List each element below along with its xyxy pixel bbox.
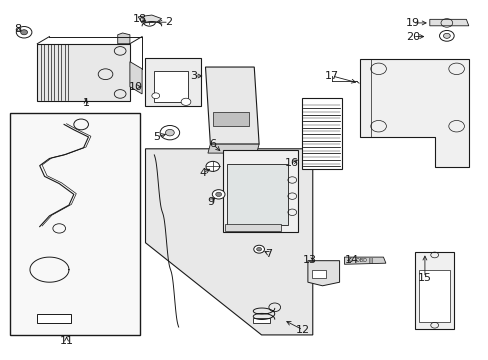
Polygon shape: [130, 62, 142, 94]
Text: 1: 1: [82, 98, 89, 108]
Text: 13: 13: [303, 255, 317, 265]
Text: 7: 7: [265, 248, 272, 258]
Circle shape: [215, 192, 221, 197]
Polygon shape: [344, 257, 385, 264]
Polygon shape: [118, 33, 130, 44]
Bar: [414, 252, 453, 329]
Bar: [154, 71, 188, 102]
Polygon shape: [359, 59, 468, 167]
Circle shape: [143, 17, 156, 26]
Circle shape: [253, 245, 264, 253]
Text: 19: 19: [405, 18, 419, 28]
Bar: [212, 112, 249, 126]
Polygon shape: [307, 261, 339, 286]
Circle shape: [181, 98, 190, 105]
Text: OBD |||: OBD |||: [355, 258, 373, 264]
Circle shape: [443, 33, 449, 39]
Bar: [418, 270, 449, 321]
Bar: [144, 58, 200, 107]
Bar: [227, 164, 288, 225]
Text: 17: 17: [325, 71, 339, 81]
Text: 15: 15: [417, 273, 431, 283]
Text: 16: 16: [284, 158, 298, 168]
Circle shape: [212, 190, 224, 199]
Text: 11: 11: [60, 336, 73, 346]
Text: 12: 12: [295, 325, 309, 335]
Bar: [252, 318, 270, 323]
Circle shape: [20, 30, 27, 35]
Bar: [37, 44, 130, 101]
Polygon shape: [429, 19, 468, 26]
Circle shape: [205, 161, 219, 171]
Text: 20: 20: [405, 32, 419, 41]
Text: 14: 14: [344, 255, 358, 265]
Bar: [311, 270, 326, 278]
Circle shape: [439, 31, 453, 41]
Circle shape: [16, 27, 32, 38]
Bar: [10, 113, 140, 335]
Polygon shape: [37, 315, 71, 323]
Text: 10: 10: [129, 82, 143, 92]
Text: 8: 8: [14, 24, 21, 35]
Circle shape: [256, 247, 261, 251]
Polygon shape: [222, 149, 298, 232]
Bar: [224, 224, 281, 231]
Bar: [301, 98, 341, 169]
Text: 9: 9: [206, 197, 213, 207]
Text: 5: 5: [153, 132, 160, 142]
Polygon shape: [207, 144, 259, 153]
Circle shape: [160, 126, 179, 140]
Circle shape: [165, 130, 174, 136]
Text: 3: 3: [189, 71, 196, 81]
Text: 2: 2: [165, 17, 172, 27]
Polygon shape: [138, 15, 161, 23]
Circle shape: [152, 93, 159, 99]
Text: 6: 6: [209, 139, 216, 149]
Text: 18: 18: [132, 14, 146, 24]
Polygon shape: [145, 149, 312, 335]
Polygon shape: [205, 67, 259, 144]
Text: 4: 4: [199, 168, 206, 178]
